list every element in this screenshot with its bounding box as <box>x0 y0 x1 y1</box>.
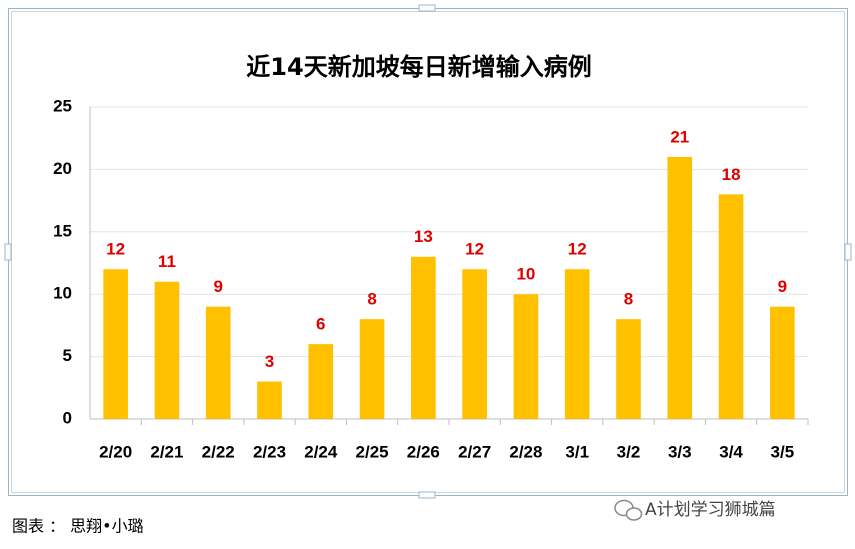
y-tick-label: 0 <box>63 408 72 427</box>
value-label: 10 <box>516 265 535 284</box>
watermark: A计划学习狮城篇 <box>645 500 776 520</box>
y-tick-label: 20 <box>53 159 72 178</box>
value-label: 3 <box>265 352 274 371</box>
x-tick-label: 2/25 <box>356 442 389 461</box>
bar <box>103 269 128 419</box>
bar <box>257 381 282 419</box>
bar <box>564 269 590 419</box>
bar <box>616 319 641 419</box>
x-tick-label: 2/21 <box>150 442 183 461</box>
bar <box>359 319 385 419</box>
value-label: 9 <box>778 277 787 296</box>
resize-handle <box>418 491 436 499</box>
bar <box>667 156 693 420</box>
bar <box>513 294 539 419</box>
value-label: 21 <box>670 127 689 146</box>
x-tick-label: 3/3 <box>668 442 692 461</box>
value-label: 8 <box>624 290 633 309</box>
value-label: 6 <box>316 315 325 334</box>
value-label: 12 <box>465 240 484 259</box>
value-label: 11 <box>158 252 176 271</box>
bar <box>770 306 795 419</box>
x-tick-label: 2/26 <box>407 442 440 461</box>
bar <box>205 306 231 419</box>
x-tick-label: 3/2 <box>617 442 641 461</box>
bar <box>462 269 487 419</box>
x-tick-label: 2/24 <box>304 442 338 461</box>
value-label: 12 <box>568 240 587 259</box>
y-tick-label: 5 <box>63 346 72 365</box>
value-label: 13 <box>414 227 433 246</box>
x-tick-label: 3/5 <box>771 442 795 461</box>
x-tick-label: 2/27 <box>458 442 491 461</box>
value-label: 8 <box>367 290 376 309</box>
resize-handle <box>4 243 12 261</box>
wechat-icon <box>614 499 643 521</box>
y-tick-label: 10 <box>53 284 72 303</box>
caption: 图表 ： 思翔•小璐 <box>12 517 144 536</box>
x-tick-label: 2/20 <box>99 442 132 461</box>
y-tick-label: 25 <box>53 96 72 115</box>
x-tick-label: 3/4 <box>719 442 743 461</box>
value-label: 12 <box>106 240 125 259</box>
x-tick-label: 2/22 <box>202 442 235 461</box>
value-label: 18 <box>722 165 741 184</box>
bar <box>308 344 334 419</box>
chart-title: 近14天新加坡每日新增输入病例 <box>246 53 591 81</box>
resize-handle <box>844 243 852 261</box>
value-label: 9 <box>213 277 222 296</box>
x-tick-label: 2/23 <box>253 442 286 461</box>
resize-handle <box>418 4 436 12</box>
bar <box>718 194 744 419</box>
bar <box>411 256 436 419</box>
y-tick-label: 15 <box>53 221 72 240</box>
bar <box>154 281 180 419</box>
x-tick-label: 2/28 <box>509 442 542 461</box>
x-tick-label: 3/1 <box>565 442 589 461</box>
